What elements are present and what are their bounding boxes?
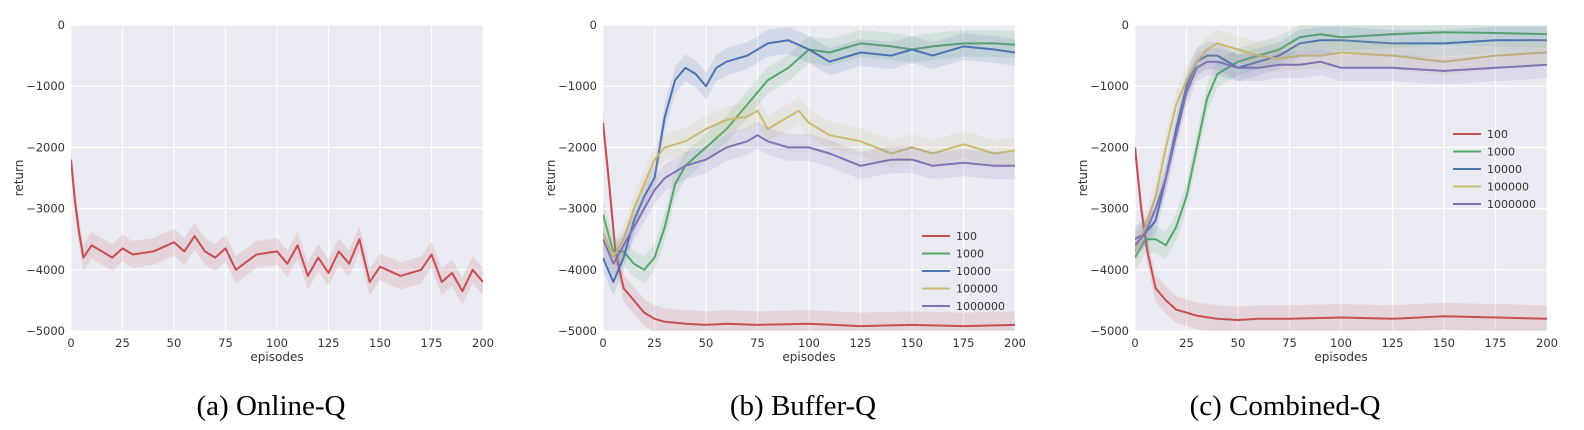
series-line-100000 (603, 109, 1015, 259)
series-line-1000000 (1135, 60, 1547, 246)
legend-label: 100000 (1487, 181, 1529, 194)
y-tick-label: −3000 (1090, 202, 1129, 216)
chart-panel-2: 0 25 50 75 100 125 150 175 200 0 −1000 −2000 −3000 −4… (544, 18, 1026, 422)
legend: 100 1000 10000 100000 1000000 (1453, 128, 1536, 211)
legend-label: 100000 (956, 283, 998, 296)
legend-label: 100 (1487, 128, 1508, 141)
x-tick-label: 175 (421, 336, 443, 350)
y-tick-label: −1000 (1090, 79, 1129, 93)
x-tick-label: 175 (1485, 336, 1507, 350)
x-tick-label: 150 (901, 336, 923, 350)
series-line-100000 (1135, 42, 1547, 252)
series-line-10000 (603, 39, 1015, 283)
series-band (603, 29, 1015, 284)
y-tick-label: −2000 (26, 140, 65, 154)
x-tick-label: 150 (1433, 336, 1455, 350)
panel-caption: (a) Online-Q (197, 390, 346, 422)
y-tick-label: −1000 (26, 79, 65, 93)
series-band (603, 109, 1015, 331)
x-axis-label: episodes (250, 350, 303, 364)
x-tick-label: 50 (1231, 336, 1246, 350)
y-tick-label: −4000 (1090, 263, 1129, 277)
y-tick-label: −5000 (1090, 324, 1129, 338)
x-tick-label: 0 (599, 336, 606, 350)
x-tick-label: 25 (115, 336, 130, 350)
x-axis-label: episodes (782, 350, 835, 364)
series-group (1135, 25, 1547, 331)
legend-label: 100 (956, 230, 977, 243)
y-axis-label: return (1076, 160, 1090, 197)
legend-label: 10000 (956, 265, 991, 278)
y-tick-label: −5000 (558, 324, 597, 338)
series-band (1135, 26, 1547, 253)
x-axis-label: episodes (1314, 350, 1367, 364)
y-tick-label: −2000 (558, 140, 597, 154)
y-tick-label: 0 (590, 18, 597, 32)
x-tick-label: 200 (472, 336, 494, 350)
x-tick-label: 100 (266, 336, 288, 350)
y-axis-label: return (544, 160, 558, 197)
legend-label: 1000 (1487, 146, 1515, 159)
x-tick-label: 50 (167, 336, 182, 350)
x-tick-label: 0 (1131, 336, 1138, 350)
x-tick-label: 200 (1536, 336, 1558, 350)
x-tick-label: 100 (1330, 336, 1352, 350)
y-tick-label: −4000 (558, 263, 597, 277)
y-tick-label: −3000 (26, 202, 65, 216)
x-tick-label: 175 (953, 336, 975, 350)
y-tick-label: −4000 (26, 263, 65, 277)
x-tick-label: 125 (318, 336, 340, 350)
x-tick-label: 200 (1004, 336, 1026, 350)
series-line-1000 (603, 42, 1015, 271)
x-tick-label: 50 (699, 336, 714, 350)
y-tick-label: 0 (1122, 18, 1129, 32)
series-band (603, 26, 1015, 296)
series-line-100 (603, 122, 1015, 328)
panel-caption: (c) Combined-Q (1190, 390, 1381, 422)
y-tick-label: −1000 (558, 79, 597, 93)
series-line-1000000 (603, 134, 1015, 265)
y-tick-label: −3000 (558, 202, 597, 216)
y-axis-label: return (12, 160, 26, 197)
series-band (1135, 29, 1547, 265)
series-band (71, 146, 483, 305)
x-tick-label: 100 (798, 336, 820, 350)
series-line-main (71, 159, 483, 293)
x-tick-label: 75 (1282, 336, 1297, 350)
x-tick-label: 25 (647, 336, 662, 350)
chart-panel-1: 0 25 50 75 100 125 150 175 200 0 −1000 −2000 −3000 −4… (12, 18, 494, 422)
x-tick-label: 75 (218, 336, 233, 350)
x-tick-label: 75 (750, 336, 765, 350)
series-band (603, 97, 1015, 271)
y-tick-label: 0 (58, 18, 65, 32)
legend-label: 1000000 (1487, 198, 1536, 211)
x-tick-label: 0 (67, 336, 74, 350)
legend-label: 1000000 (956, 300, 1005, 313)
series-band (1135, 48, 1547, 259)
series-line-100 (1135, 147, 1547, 321)
series-group (603, 26, 1015, 331)
x-tick-label: 125 (1382, 336, 1404, 350)
y-tick-label: −5000 (26, 324, 65, 338)
x-tick-label: 150 (369, 336, 391, 350)
chart-panel-3: 0 25 50 75 100 125 150 175 200 0 −1000 −2000 −3000 −4… (1076, 18, 1558, 422)
y-tick-label: −2000 (1090, 140, 1129, 154)
legend-label: 1000 (956, 248, 984, 261)
series-band (1135, 133, 1547, 331)
x-tick-label: 25 (1179, 336, 1194, 350)
series-group (71, 146, 483, 305)
series-line-1000 (1135, 31, 1547, 259)
panel-caption: (b) Buffer-Q (730, 390, 876, 422)
x-tick-label: 125 (850, 336, 872, 350)
legend: 100 1000 10000 100000 1000000 (922, 230, 1005, 313)
legend-label: 10000 (1487, 163, 1522, 176)
